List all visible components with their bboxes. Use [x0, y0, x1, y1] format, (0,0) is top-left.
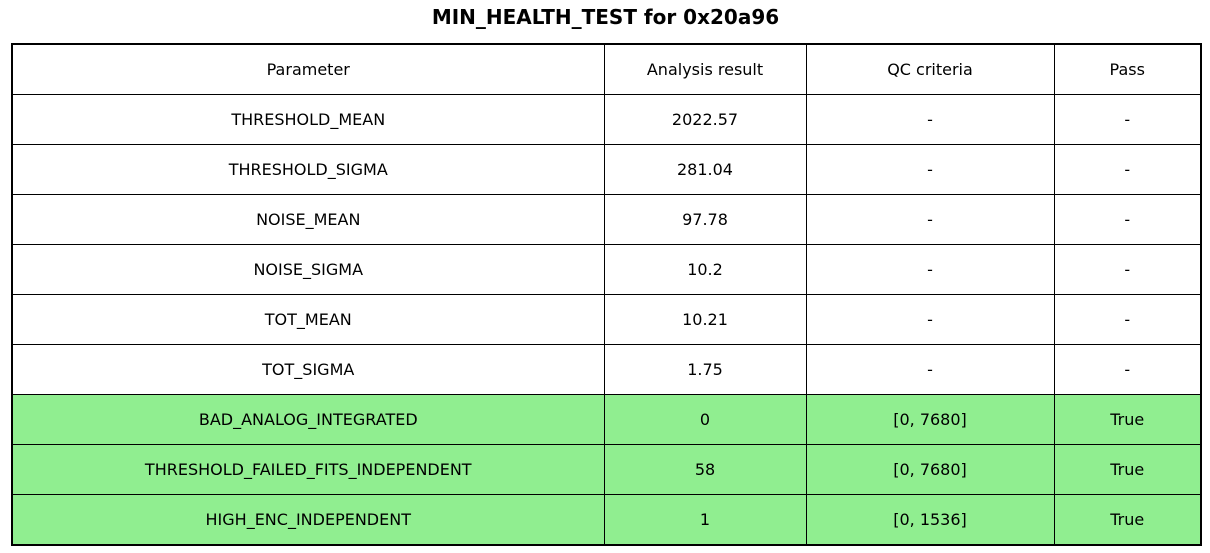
cell-parameter: TOT_SIGMA — [11, 344, 605, 395]
cell-analysis-result: 97.78 — [603, 194, 807, 245]
table-row: HIGH_ENC_INDEPENDENT 1 [0, 1536] True — [11, 494, 1202, 546]
table-header-row: Parameter Analysis result QC criteria Pa… — [11, 43, 1202, 95]
table-row: BAD_ANALOG_INTEGRATED 0 [0, 7680] True — [11, 394, 1202, 445]
cell-analysis-result: 2022.57 — [603, 94, 807, 145]
cell-analysis-result: 58 — [603, 444, 807, 495]
cell-qc-criteria: - — [805, 194, 1055, 245]
cell-qc-criteria: - — [805, 294, 1055, 345]
cell-analysis-result: 10.2 — [603, 244, 807, 295]
cell-parameter: BAD_ANALOG_INTEGRATED — [11, 394, 605, 445]
cell-parameter: THRESHOLD_SIGMA — [11, 144, 605, 195]
table-row: THRESHOLD_MEAN 2022.57 - - — [11, 94, 1202, 145]
cell-pass: - — [1053, 144, 1202, 195]
cell-qc-criteria: - — [805, 244, 1055, 295]
cell-analysis-result: 281.04 — [603, 144, 807, 195]
cell-parameter: THRESHOLD_MEAN — [11, 94, 605, 145]
column-header-parameter: Parameter — [11, 43, 605, 95]
table-row: TOT_SIGMA 1.75 - - — [11, 344, 1202, 395]
cell-qc-criteria: [0, 7680] — [805, 444, 1055, 495]
figure-title: MIN_HEALTH_TEST for 0x20a96 — [431, 5, 780, 29]
column-header-pass: Pass — [1053, 43, 1202, 95]
cell-pass: - — [1053, 244, 1202, 295]
table-row: THRESHOLD_FAILED_FITS_INDEPENDENT 58 [0,… — [11, 444, 1202, 495]
table-row: TOT_MEAN 10.21 - - — [11, 294, 1202, 345]
cell-pass: True — [1053, 494, 1202, 546]
cell-pass: - — [1053, 194, 1202, 245]
table-row: NOISE_MEAN 97.78 - - — [11, 194, 1202, 245]
column-header-qc-criteria: QC criteria — [805, 43, 1055, 95]
cell-analysis-result: 1 — [603, 494, 807, 546]
cell-analysis-result: 10.21 — [603, 294, 807, 345]
cell-parameter: TOT_MEAN — [11, 294, 605, 345]
column-header-analysis-result: Analysis result — [603, 43, 807, 95]
cell-parameter: NOISE_SIGMA — [11, 244, 605, 295]
table-row: NOISE_SIGMA 10.2 - - — [11, 244, 1202, 295]
cell-pass: True — [1053, 394, 1202, 445]
qc-results-table: Parameter Analysis result QC criteria Pa… — [11, 43, 1202, 546]
cell-qc-criteria: [0, 1536] — [805, 494, 1055, 546]
cell-pass: - — [1053, 94, 1202, 145]
cell-parameter: HIGH_ENC_INDEPENDENT — [11, 494, 605, 546]
cell-qc-criteria: - — [805, 344, 1055, 395]
cell-analysis-result: 1.75 — [603, 344, 807, 395]
cell-pass: - — [1053, 344, 1202, 395]
cell-qc-criteria: - — [805, 94, 1055, 145]
cell-pass: - — [1053, 294, 1202, 345]
cell-parameter: THRESHOLD_FAILED_FITS_INDEPENDENT — [11, 444, 605, 495]
cell-pass: True — [1053, 444, 1202, 495]
cell-qc-criteria: [0, 7680] — [805, 394, 1055, 445]
cell-analysis-result: 0 — [603, 394, 807, 445]
cell-parameter: NOISE_MEAN — [11, 194, 605, 245]
cell-qc-criteria: - — [805, 144, 1055, 195]
table-row: THRESHOLD_SIGMA 281.04 - - — [11, 144, 1202, 195]
